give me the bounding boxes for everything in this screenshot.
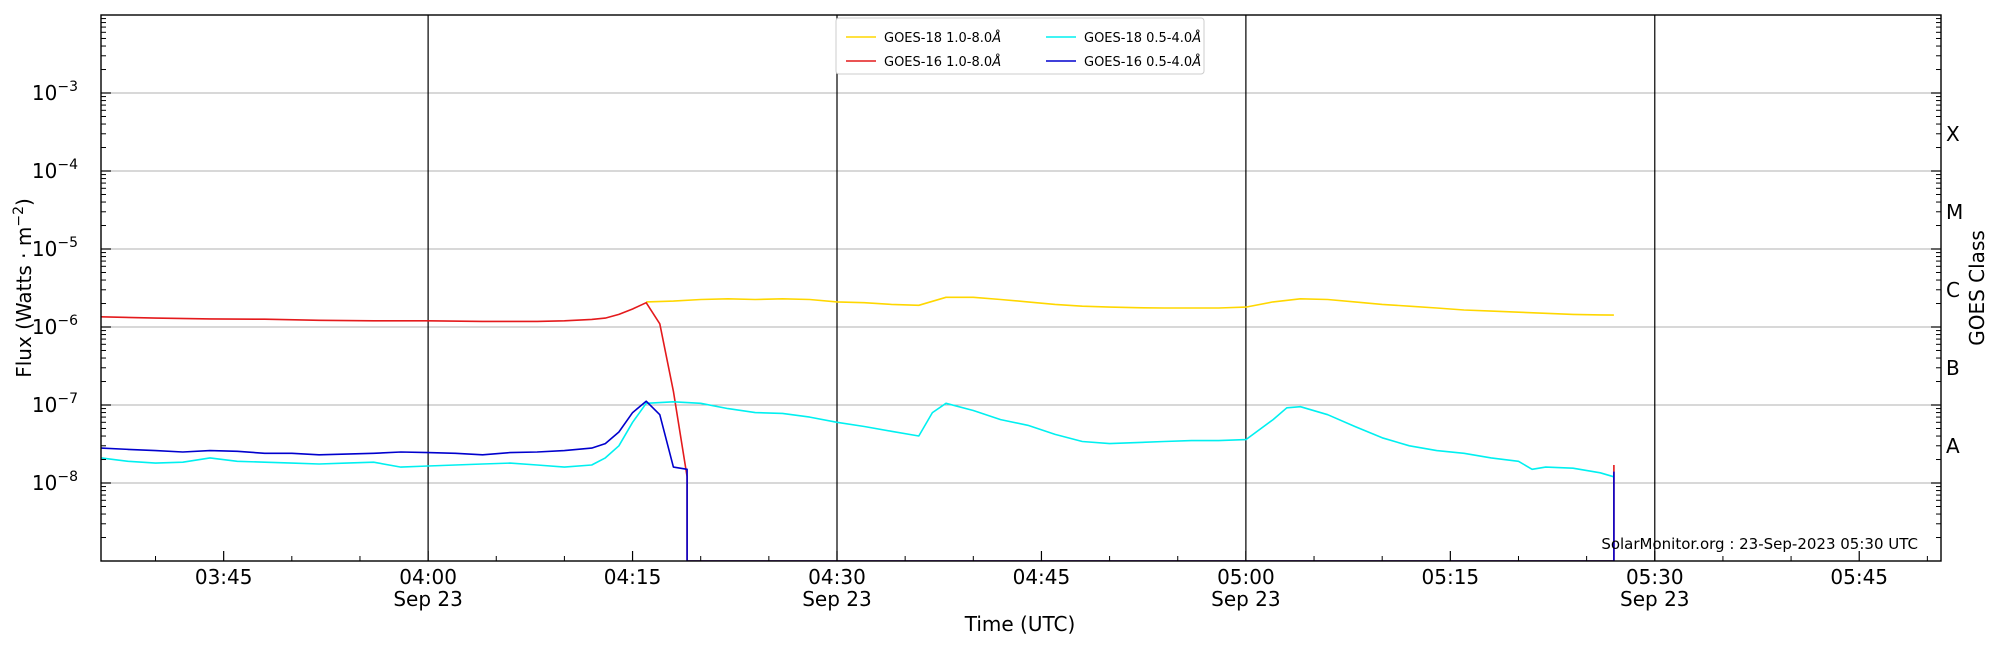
y-tick-label-exponent: −4 — [57, 157, 78, 173]
series-line-goes-18-0-5-4-0 — [101, 400, 1615, 478]
goes-class-label: B — [1946, 356, 1960, 380]
goes-class-label: C — [1946, 278, 1960, 302]
y-tick-label-exponent: −5 — [57, 235, 78, 251]
y-tick-label-base: 10 — [32, 159, 57, 183]
legend-label-name: GOES-16 1.0-8.0 — [884, 55, 992, 70]
y-tick-label-base: 10 — [32, 393, 57, 417]
axis-ticks — [101, 18, 1941, 561]
y-tick-label-exponent: −8 — [57, 469, 78, 485]
x-tick-label: 03:45 — [195, 565, 253, 589]
plot-frame — [100, 14, 1942, 562]
legend-label: GOES-18 1.0-8.0Å — [884, 30, 1001, 46]
x-tick-label: 05:00 — [1217, 565, 1275, 589]
x-axis-title: Time (UTC) — [964, 612, 1076, 636]
y-tick-label-exponent: −3 — [57, 79, 78, 95]
legend-box — [835, 17, 1205, 75]
x-tick-label: 04:15 — [604, 565, 662, 589]
x-tick-date-label: Sep 23 — [393, 587, 463, 611]
x-tick-date-label: Sep 23 — [1620, 587, 1690, 611]
y-tick-label-base: 10 — [32, 471, 57, 495]
legend-label-unit: Å — [1191, 54, 1201, 70]
y-tick-label-exponent: −6 — [57, 313, 78, 329]
series-line-goes-16-1-0-8-0 — [101, 301, 1615, 561]
y-tick-label: 10−5 — [32, 235, 78, 261]
legend-label: GOES-16 0.5-4.0Å — [1084, 54, 1201, 70]
x-tick-label: 04:30 — [808, 565, 866, 589]
x-tick-label: 04:00 — [399, 565, 457, 589]
right-axis-title: GOES Class — [1965, 230, 1989, 346]
y-tick-label: 10−8 — [32, 469, 78, 495]
y-tick-label-base: 10 — [32, 315, 57, 339]
y-axis-title: Flux (Watts · m−2) — [11, 198, 36, 378]
legend-label: GOES-16 1.0-8.0Å — [884, 54, 1001, 70]
goes-class-label: M — [1946, 200, 1963, 224]
y-axis-title-superscript: −2 — [11, 206, 27, 227]
y-tick-label: 10−7 — [32, 391, 78, 417]
legend-label-unit: Å — [991, 30, 1001, 46]
legend-label-name: GOES-16 0.5-4.0 — [1084, 55, 1192, 70]
grid-lines — [101, 15, 1941, 561]
legend-label-unit: Å — [1191, 30, 1201, 46]
goes-class-label: X — [1946, 122, 1960, 146]
x-tick-date-label: Sep 23 — [1211, 587, 1281, 611]
y-tick-label-exponent: −7 — [57, 391, 78, 407]
legend-label-unit: Å — [991, 54, 1001, 70]
y-tick-label: 10−3 — [32, 79, 78, 105]
y-tick-label: 10−4 — [32, 157, 78, 183]
x-tick-label: 05:30 — [1626, 565, 1684, 589]
series-line-goes-16-0-5-4-0 — [101, 400, 1615, 561]
x-tick-label: 05:15 — [1422, 565, 1480, 589]
credit-text: SolarMonitor.org : 23-Sep-2023 05:30 UTC — [1601, 535, 1918, 553]
goes-class-label: A — [1946, 434, 1960, 458]
y-tick-label: 10−6 — [32, 313, 78, 339]
y-tick-label-base: 10 — [32, 237, 57, 261]
series-lines — [101, 296, 1615, 561]
legend-label: GOES-18 0.5-4.0Å — [1084, 30, 1201, 46]
x-tick-date-label: Sep 23 — [802, 587, 872, 611]
x-tick-label: 05:45 — [1830, 565, 1888, 589]
legend-label-name: GOES-18 0.5-4.0 — [1084, 31, 1192, 46]
series-line-goes-18-1-0-8-0 — [646, 296, 1614, 316]
legend-label-name: GOES-18 1.0-8.0 — [884, 31, 992, 46]
y-tick-label-base: 10 — [32, 81, 57, 105]
x-tick-label: 04:45 — [1013, 565, 1071, 589]
